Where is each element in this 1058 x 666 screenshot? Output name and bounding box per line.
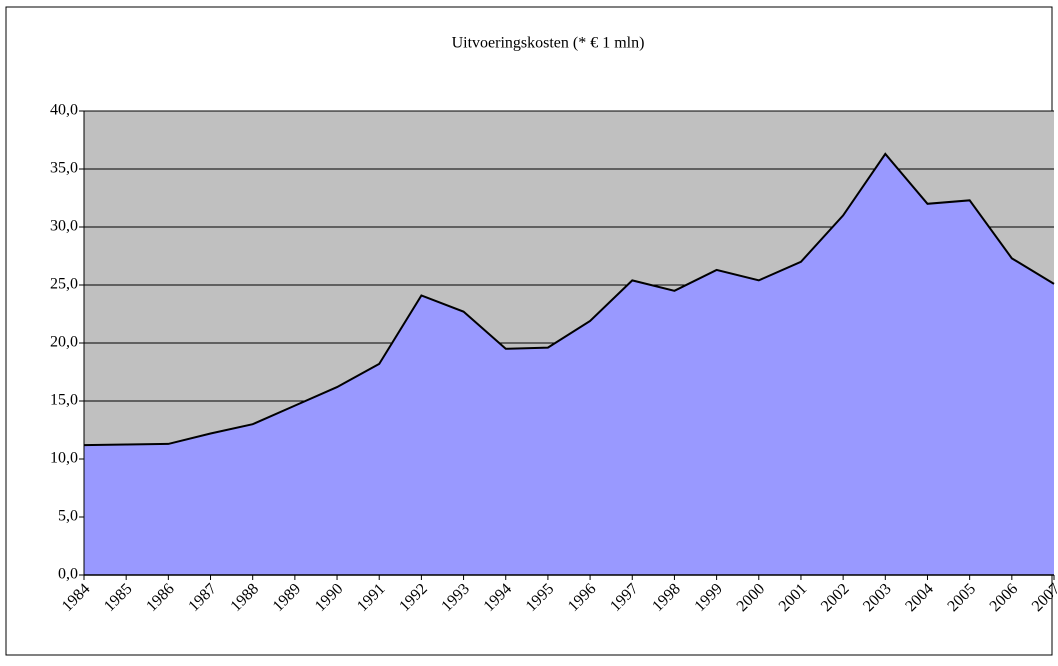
y-tick-label: 15,0 bbox=[50, 392, 78, 409]
y-tick-label: 5,0 bbox=[58, 508, 78, 525]
area bbox=[84, 153, 1054, 576]
y-tick-label: 0,0 bbox=[58, 566, 78, 583]
y-tick-label: 40,0 bbox=[50, 102, 78, 119]
y-tick-label: 30,0 bbox=[50, 218, 78, 235]
y-tick-label: 35,0 bbox=[50, 160, 78, 177]
y-tick-label: 20,0 bbox=[50, 334, 78, 351]
area-line bbox=[83, 152, 1055, 447]
y-tick-label: 10,0 bbox=[50, 450, 78, 467]
chart-title: Uitvoeringskosten (* € 1 mln) bbox=[452, 35, 645, 52]
y-tick-label: 25,0 bbox=[50, 276, 78, 293]
